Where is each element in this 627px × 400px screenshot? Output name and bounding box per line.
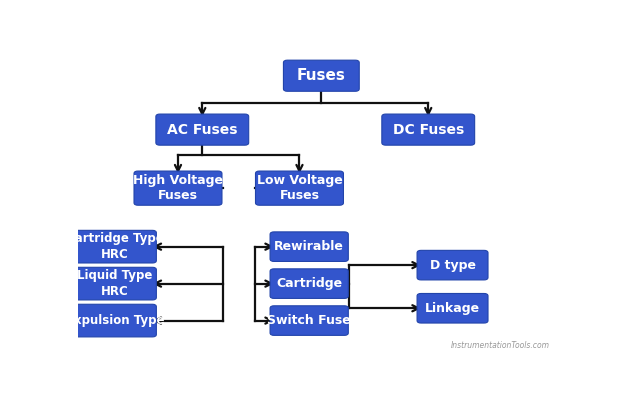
Text: Cartridge: Cartridge [276, 277, 342, 290]
FancyBboxPatch shape [283, 60, 359, 91]
FancyBboxPatch shape [270, 269, 349, 298]
FancyBboxPatch shape [255, 171, 344, 205]
Text: DC Fuses: DC Fuses [393, 123, 464, 137]
Text: Linkage: Linkage [425, 302, 480, 315]
Text: D type: D type [429, 259, 475, 272]
Text: Liquid Type
HRC: Liquid Type HRC [77, 269, 152, 298]
FancyBboxPatch shape [156, 114, 249, 145]
Text: InstrumentationTools.com: InstrumentationTools.com [451, 341, 550, 350]
FancyBboxPatch shape [134, 171, 222, 205]
FancyBboxPatch shape [417, 250, 488, 280]
FancyBboxPatch shape [417, 294, 488, 323]
Text: Low Voltage
Fuses: Low Voltage Fuses [256, 174, 342, 202]
FancyBboxPatch shape [73, 230, 156, 263]
FancyBboxPatch shape [73, 267, 156, 300]
Text: Switch Fuse: Switch Fuse [267, 314, 351, 327]
FancyBboxPatch shape [382, 114, 475, 145]
FancyBboxPatch shape [270, 306, 349, 335]
Text: Fuses: Fuses [297, 68, 345, 83]
Text: High Voltage
Fuses: High Voltage Fuses [133, 174, 223, 202]
FancyBboxPatch shape [73, 304, 156, 337]
Text: Expulsion Type: Expulsion Type [66, 314, 164, 327]
Text: Cartridge Type
HRC: Cartridge Type HRC [66, 232, 164, 261]
Text: Rewirable: Rewirable [274, 240, 344, 253]
FancyBboxPatch shape [270, 232, 349, 262]
Text: AC Fuses: AC Fuses [167, 123, 238, 137]
